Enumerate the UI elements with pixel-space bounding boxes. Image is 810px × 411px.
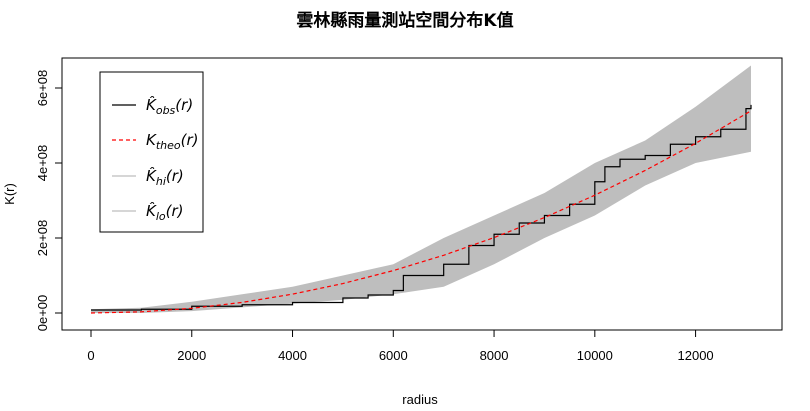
x-tick-label: 10000 [577,348,613,363]
legend-box [99,71,204,233]
legend: K̂obs(r) Ktheo(r) K̂hi(r) K̂lo(r) [99,71,204,233]
y-axis: 0e+00 2e+08 4e+08 6e+08 [35,70,63,332]
series-layer [90,104,752,314]
x-tick-label: 8000 [480,348,509,363]
envelope-layer [91,65,751,313]
legend-theo-label: Ktheo(r) [146,131,199,152]
x-tick-label: 4000 [278,348,307,363]
x-axis-label: radius [402,392,438,407]
legend-obs-label: K̂obs(r) [146,95,193,117]
y-tick-label: 6e+08 [35,70,50,107]
x-tick-label: 2000 [177,348,206,363]
x-tick-label: 12000 [678,348,714,363]
x-tick-label: 6000 [379,348,408,363]
series-obs-line [91,104,752,311]
envelope-band [91,65,751,313]
x-tick-label: 0 [87,348,94,363]
legend-hi-label: K̂hi(r) [146,166,184,188]
x-axis: 0 2000 4000 6000 8000 10000 12000 [87,329,714,363]
y-tick-label: 0e+00 [35,295,50,332]
chart-title: 雲林縣雨量測站空間分布K值 [296,10,513,31]
y-tick-label: 2e+08 [35,220,50,257]
legend-lo-label: K̂lo(r) [146,201,184,223]
y-tick-label: 4e+08 [35,145,50,182]
series-theo-line [90,110,752,314]
y-axis-label: K(r) [2,183,17,205]
